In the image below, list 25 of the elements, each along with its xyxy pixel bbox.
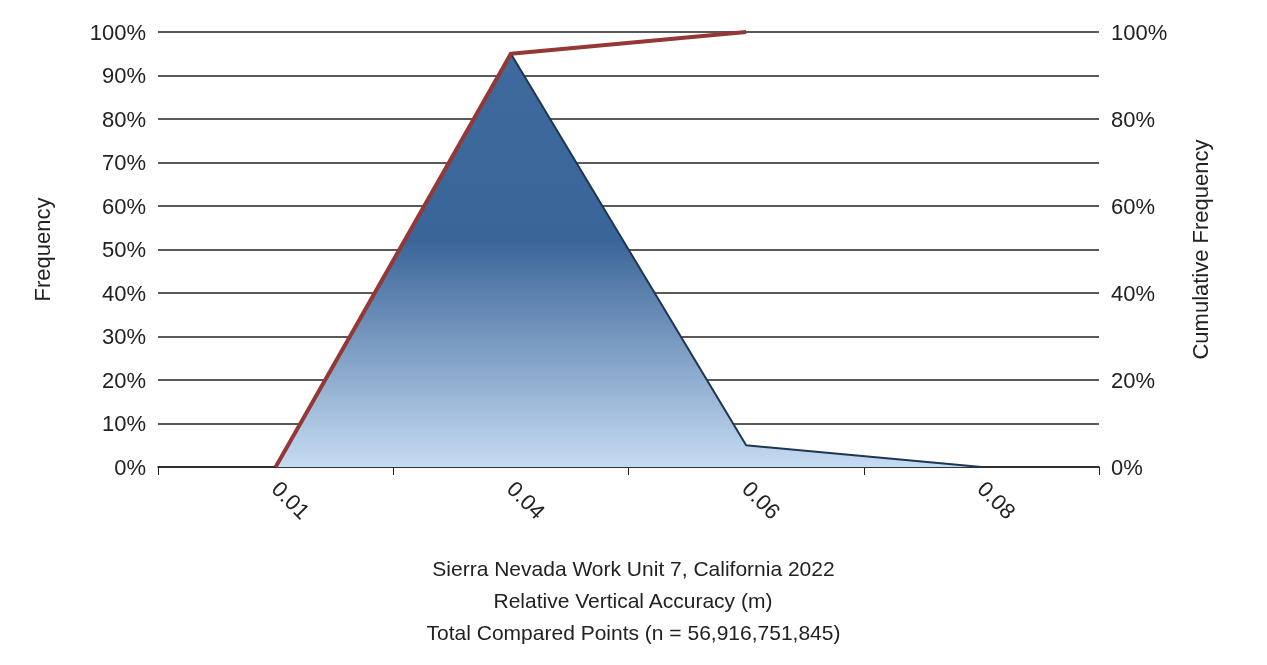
y-tick-label: 70% [101, 150, 146, 175]
y-tick-label: 20% [101, 367, 146, 393]
text: Total Compared Points (n = 56,916,751,845) [426, 621, 841, 644]
text: Sierra Nevada Work Unit 7, California 2022 [432, 557, 835, 580]
y2-tick-label: 0% [1111, 454, 1143, 480]
x-axis-title: Relative Vertical Accuracy (m) [493, 589, 773, 612]
y2-tick-label: 20% [1111, 367, 1156, 393]
y2-tick-label: 40% [1111, 280, 1156, 306]
y-tick-label: 60% [101, 193, 146, 219]
y-tick-label: 30% [101, 324, 146, 349]
y2-tick-label: 100% [1111, 19, 1168, 45]
y2-tick-label: 60% [1111, 193, 1156, 219]
y-tick-label: 50% [101, 237, 146, 262]
x-tick-label: 0.06 [737, 476, 786, 525]
y-tick-label: 90% [101, 63, 146, 88]
x-tick-label: 0.04 [502, 476, 550, 525]
y2-axis-title: Cumulative Frequency [1187, 139, 1213, 360]
y-tick-label: 100% [89, 19, 146, 45]
y2-tick-label: 80% [1111, 106, 1156, 132]
x-tick-label: 0.08 [972, 476, 1021, 525]
y-tick-label: 10% [101, 411, 146, 436]
y-tick-label: 80% [101, 106, 146, 132]
y-tick-label: 0% [114, 454, 146, 480]
y-axis-title: Frequency [29, 197, 55, 302]
y-tick-label: 40% [101, 280, 146, 306]
